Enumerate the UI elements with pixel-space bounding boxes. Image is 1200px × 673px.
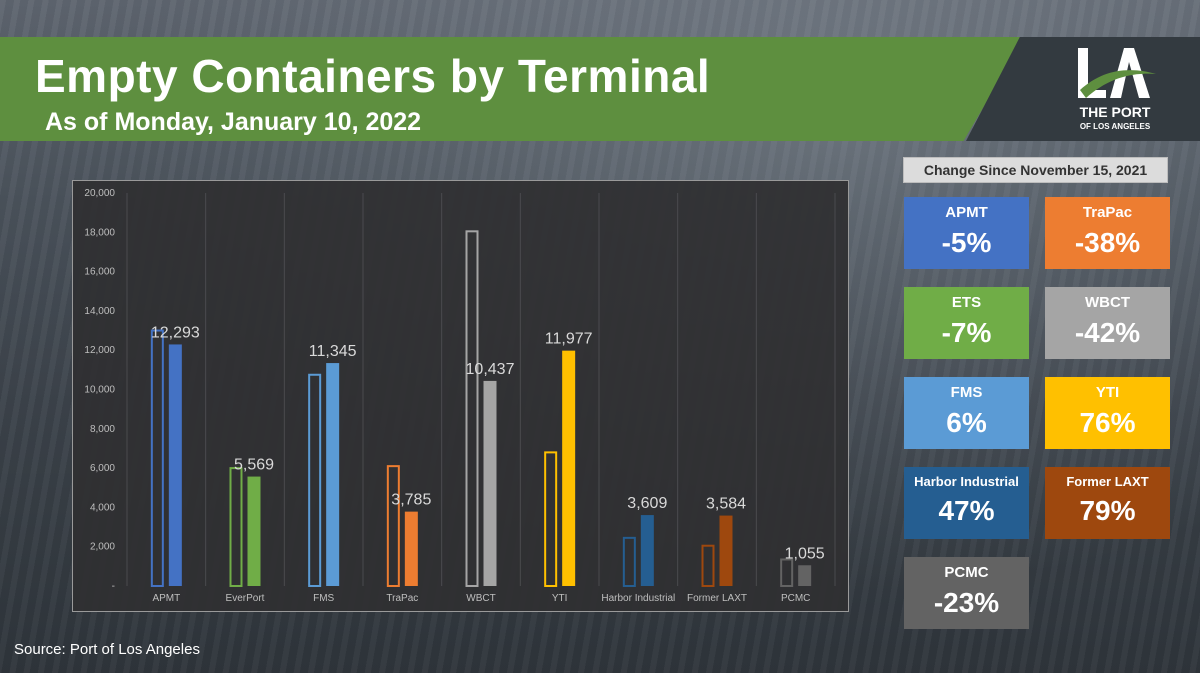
y-tick-label: 16,000 [84,267,115,278]
change-panel-header: Change Since November 15, 2021 [903,157,1168,183]
bar-outline-yti [544,451,558,587]
y-tick-label: 10,000 [84,385,115,396]
data-label: 3,584 [706,496,746,513]
change-card-wbct: WBCT -42% [1045,287,1170,359]
x-tick-label: Harbor Industrial [601,593,675,604]
bar-outline-wbct [465,230,479,587]
change-card-name: PCMC [944,564,989,581]
y-tick-label: - [112,581,115,592]
y-tick-label: 4,000 [90,502,115,513]
change-card-value: -23% [933,587,1000,618]
change-card-fms: FMS 6% [904,377,1029,449]
title-banner [0,37,1025,141]
page-subtitle: As of Monday, January 10, 2022 [45,108,422,136]
y-tick-label: 14,000 [84,306,115,317]
change-card-ets: ETS -7% [904,287,1029,359]
bar-outline-everport [229,467,243,588]
change-card-name: TraPac [1082,204,1133,221]
change-card-value: -38% [1074,227,1141,258]
change-card-name: Harbor Industrial [914,474,1019,489]
change-card-harbor-industrial: Harbor Industrial 47% [904,467,1029,539]
change-card-pcmc: PCMC -23% [904,557,1029,629]
bar-filled-harbor-industrial [640,515,654,586]
change-card-apmt: APMT -5% [904,197,1029,269]
bar-filled-fms [326,363,340,586]
logo-text-line2: OF LOS ANGELES [1079,122,1151,131]
change-card-name: APMT [945,204,988,221]
change-card-trapac: TraPac -38% [1045,197,1170,269]
bar-filled-pcmc [798,565,812,586]
data-label: 11,977 [545,331,593,348]
change-card-value: -5% [941,227,992,258]
change-card-value: -42% [1074,317,1141,348]
bar-filled-apmt [168,344,182,586]
data-label: 12,293 [151,324,200,341]
x-tick-label: TraPac [386,593,418,604]
change-card-name: ETS [951,294,982,311]
bar-outline-pcmc [780,558,794,588]
bar-outline-trapac [386,465,400,588]
change-card-name: WBCT [1085,294,1130,311]
x-tick-label: YTI [552,593,568,604]
change-card-value: 47% [938,495,995,526]
change-card-value: -7% [941,317,992,348]
x-tick-label: WBCT [466,593,495,604]
change-card-name: YTI [1095,384,1120,401]
change-card-name: FMS [950,384,983,401]
change-card-value: 79% [1079,495,1136,526]
x-tick-label: EverPort [226,593,265,604]
bar-filled-trapac [404,511,418,586]
port-logo-icon [1078,48,1156,98]
change-card-value: 76% [1079,407,1136,438]
data-label: 10,437 [466,361,515,378]
bar-filled-wbct [483,380,497,586]
y-tick-label: 20,000 [84,188,115,199]
bar-outline-harbor-industrial [622,536,636,588]
change-card-former-laxt: Former LAXT 79% [1045,467,1170,539]
bar-chart: - 2,000 4,000 6,000 8,000 10,000 12,000 14,000 1… [84,188,836,604]
bar-filled-yti [562,350,576,586]
change-card-name: Former LAXT [1066,474,1149,489]
bar-filled-former-laxt [719,515,733,586]
y-tick-label: 12,000 [84,345,115,356]
x-tick-label: FMS [313,593,334,604]
source-note: Source: Port of Los Angeles [14,641,200,658]
data-label: 5,569 [234,457,274,474]
x-tick-label: APMT [152,593,180,604]
x-tick-label: PCMC [781,593,810,604]
page-title: Empty Containers by Terminal [35,50,711,102]
bar-outline-apmt [150,329,164,587]
data-label: 3,785 [391,492,431,509]
y-tick-label: 6,000 [90,463,115,474]
change-card-value: 6% [946,407,987,438]
data-label: 1,055 [785,545,825,562]
bar-outline-fms [308,373,322,587]
chart-panel: - 2,000 4,000 6,000 8,000 10,000 12,000 14,000 1… [72,180,849,612]
bar-filled-everport [247,476,261,586]
y-tick-label: 2,000 [90,542,115,553]
logo-text-line1: THE PORT [1079,104,1151,120]
y-tick-label: 8,000 [90,424,115,435]
change-card-yti: YTI 76% [1045,377,1170,449]
y-tick-label: 18,000 [84,227,115,238]
x-tick-label: Former LAXT [687,593,747,604]
data-label: 11,345 [309,343,357,360]
data-label: 3,609 [627,495,667,512]
bar-outline-former-laxt [701,544,715,587]
